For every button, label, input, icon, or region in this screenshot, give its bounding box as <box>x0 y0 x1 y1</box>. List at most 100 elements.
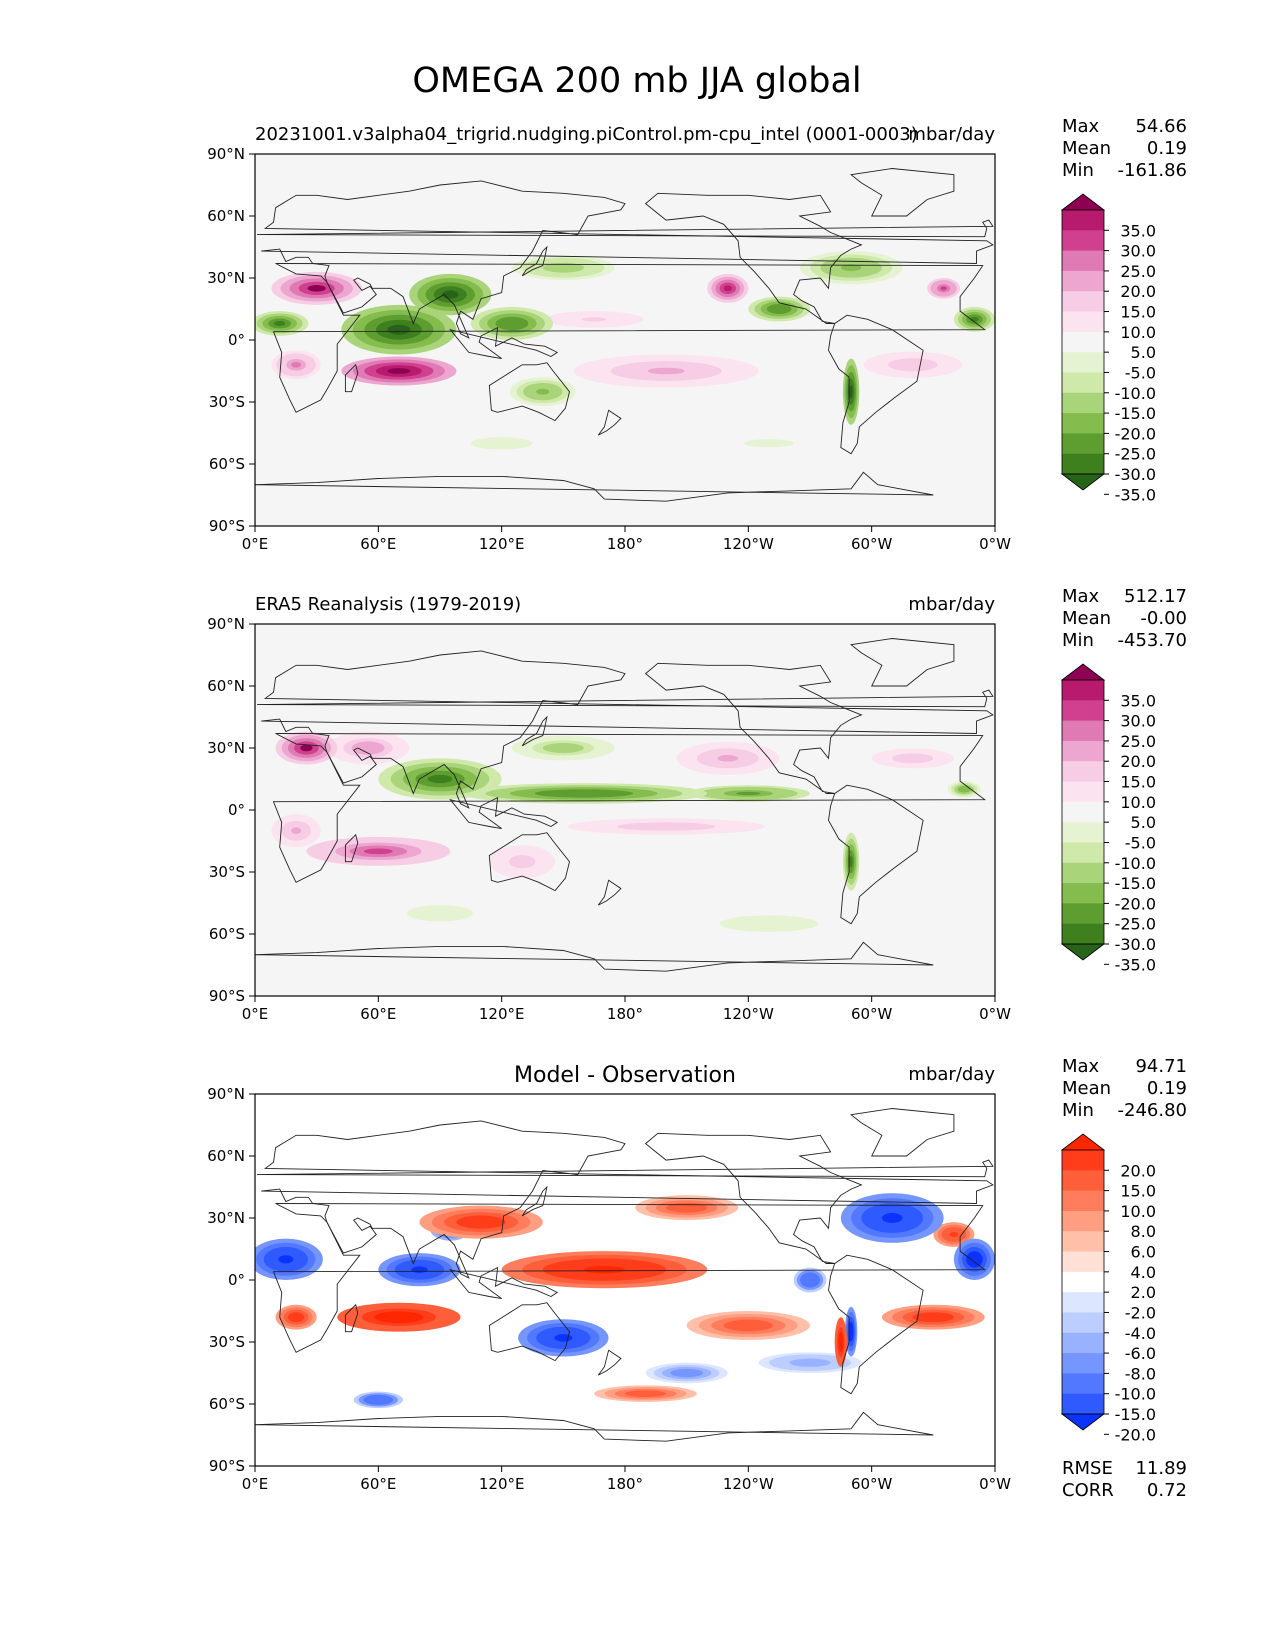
colorbar-segment <box>1062 1332 1104 1354</box>
stat-value: -161.86 <box>1118 160 1187 181</box>
panel-title-left: ERA5 Reanalysis (1979-2019) <box>255 594 521 615</box>
y-tick-label: 90°N <box>207 1085 245 1103</box>
field-contour <box>553 745 574 751</box>
colorbar-tick-label: -8.0 <box>1125 1364 1156 1383</box>
field-contour <box>291 827 302 834</box>
coastline-africa <box>272 263 987 413</box>
x-tick-label: 120°E <box>479 1475 525 1493</box>
stat-value: -453.70 <box>1118 630 1187 651</box>
stat-value: 54.66 <box>1135 116 1187 137</box>
field-contour <box>736 791 761 796</box>
panel-obs: 0°E 60°E 120°E 180° 120°W 60°W 0°W 90°N 60°N 30°N… <box>207 586 1187 1023</box>
y-tick-label: 30°N <box>207 739 245 757</box>
colorbar-tick-label: -5.0 <box>1125 363 1156 382</box>
colorbar-tick-label: -10.0 <box>1115 384 1156 403</box>
colorbar-segment <box>1062 781 1104 803</box>
coastline-africa <box>272 733 987 883</box>
field-contour <box>583 1265 625 1274</box>
colorbar-segment <box>1062 331 1104 353</box>
stat-value: 0.19 <box>1147 1078 1187 1099</box>
colorbar-tick-label: 20.0 <box>1120 752 1156 771</box>
x-tick-label: 60°W <box>851 1005 893 1023</box>
field-contour <box>923 1314 944 1320</box>
field-contour <box>799 1360 821 1365</box>
colorbar-tick-label: 30.0 <box>1120 712 1156 731</box>
colorbar-frame <box>1061 679 1105 945</box>
field-layer <box>271 731 981 935</box>
colorbar-tick-label: 8.0 <box>1131 1222 1156 1241</box>
figure-title: OMEGA 200 mb JJA global <box>412 61 861 101</box>
colorbar-segment <box>1062 862 1104 884</box>
field-contour <box>806 1277 814 1283</box>
y-tick-label: 60°N <box>207 1147 245 1165</box>
field-contour <box>723 285 732 292</box>
colorbar-tick-label: 15.0 <box>1120 773 1156 792</box>
y-tick-label: 60°N <box>207 677 245 695</box>
field-contour <box>849 385 853 399</box>
stat-label: Min <box>1062 160 1094 181</box>
field-contour <box>773 306 786 312</box>
colorbar-tick-label: 10.0 <box>1120 1202 1156 1221</box>
coastline-uk <box>257 219 994 238</box>
colorbar-segment <box>1062 210 1104 231</box>
colorbar-segment <box>1062 822 1104 843</box>
coastline-nz <box>597 409 622 436</box>
x-tick-label: 60°W <box>851 535 893 553</box>
colorbar-segment <box>1062 433 1104 455</box>
y-tick-label: 0° <box>228 801 245 819</box>
coastline-japan <box>521 715 548 747</box>
field-contour <box>468 1218 494 1226</box>
field-contour <box>559 791 609 796</box>
field-contour <box>427 774 453 784</box>
coastline-namerica <box>644 192 863 324</box>
coastline-japan <box>521 1185 548 1217</box>
field-contour <box>840 264 862 271</box>
coastlines <box>255 168 994 526</box>
field-contour <box>292 1314 301 1320</box>
colorbar-tick-label: -15.0 <box>1115 404 1156 423</box>
coastline-indonesia <box>449 796 559 830</box>
field-contour <box>554 1334 573 1342</box>
x-tick-label: 120°E <box>479 535 525 553</box>
colorbar-segment <box>1062 1251 1104 1273</box>
coastline-samerica <box>828 1254 924 1395</box>
colorbar-segment <box>1062 453 1104 475</box>
colorbar-tick-label: -10.0 <box>1115 1385 1156 1404</box>
field-contour <box>940 286 947 291</box>
stat-value: -246.80 <box>1118 1100 1187 1121</box>
coastline-nz <box>597 879 622 906</box>
coastline-antarctica <box>255 941 934 996</box>
stat-label: Max <box>1062 116 1100 137</box>
field-contour <box>291 361 302 368</box>
field-layer <box>255 251 995 454</box>
field-contour <box>849 855 853 868</box>
field-contour <box>387 368 411 374</box>
colorbar-segment <box>1062 1353 1104 1374</box>
colorbar-segment <box>1062 1292 1104 1313</box>
stat-value: -0.00 <box>1140 608 1187 629</box>
colorbar-tick-label: -30.0 <box>1115 465 1156 484</box>
x-tick-label: 180° <box>607 535 643 553</box>
coastline-nz <box>597 1349 622 1376</box>
colorbar-frame <box>1061 1149 1105 1415</box>
colorbar-tick-label: -2.0 <box>1125 1303 1156 1322</box>
colorbar-tick-label: -20.0 <box>1115 424 1156 443</box>
y-tick-label: 30°S <box>209 393 245 411</box>
coastline-eurasia <box>261 180 994 339</box>
field-contour <box>676 1205 697 1211</box>
stat-value: 0.19 <box>1147 138 1187 159</box>
field-contour <box>849 1326 853 1337</box>
x-tick-label: 0°W <box>979 535 1011 553</box>
coastline-uk <box>257 689 994 708</box>
coastline-madagascar <box>344 1303 359 1333</box>
colorbar-segment <box>1062 1210 1104 1232</box>
colorbar-segment <box>1062 352 1104 373</box>
colorbar-tick-label: 25.0 <box>1120 262 1156 281</box>
colorbar-frame <box>1061 209 1105 475</box>
panel-title-left: 20231001.v3alpha04_trigrid.nudging.piCon… <box>255 124 918 145</box>
metric-value: 0.72 <box>1147 1480 1187 1501</box>
colorbar-segment <box>1062 740 1104 762</box>
colorbar-segment <box>1062 700 1104 722</box>
field-contour <box>536 388 550 395</box>
